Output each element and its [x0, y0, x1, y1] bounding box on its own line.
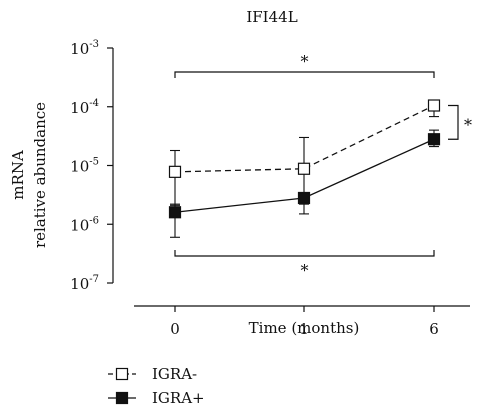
y-axis-label-line-2: relative abundance	[31, 102, 49, 248]
significance-star-bottom: *	[301, 261, 309, 280]
data-point-igra-negpos	[168, 206, 182, 219]
x-tick-label: 6	[429, 320, 439, 338]
significance-star-top: *	[301, 52, 309, 71]
significance-bracket-vertical	[448, 104, 459, 140]
legend-marker-igra-negpos	[115, 391, 129, 405]
data-point-igra-neg	[297, 162, 311, 175]
y-tick-label: 10-4	[70, 98, 99, 117]
significance-bracket-top	[174, 71, 435, 78]
data-point-igra-neg	[168, 165, 182, 178]
data-point-igra-neg	[427, 99, 441, 112]
y-tick-label: 10-6	[70, 215, 99, 234]
y-tick-label: 10-7	[70, 274, 99, 293]
significance-star-vertical: *	[464, 115, 472, 134]
axes: 10-3 10-4 10-5 10-6 10-7 0 1 6	[70, 39, 470, 338]
data-point-igra-negpos	[297, 191, 311, 205]
data-point-igra-negpos	[427, 133, 441, 146]
x-tick-label: 0	[170, 320, 180, 338]
y-tick-label: 10-3	[70, 39, 99, 58]
y-axis-label-line-1: mRNA	[9, 150, 27, 200]
legend: IGRA- IGRA+	[108, 365, 205, 407]
series-layer	[168, 99, 441, 238]
chart-title: IFI44L	[246, 8, 297, 26]
series-line-igra-neg	[174, 104, 435, 173]
x-tick-label: 1	[299, 320, 309, 338]
legend-label-igra-negpos: IGRA+	[152, 389, 205, 407]
significance-bracket-bottom	[174, 250, 435, 257]
x-axis-label: Time (months)	[249, 319, 360, 337]
legend-marker-igra-neg	[115, 367, 129, 381]
annotations: * * *	[174, 52, 472, 280]
legend-label-igra-neg: IGRA-	[152, 365, 197, 383]
y-tick-label: 10-5	[70, 157, 99, 176]
